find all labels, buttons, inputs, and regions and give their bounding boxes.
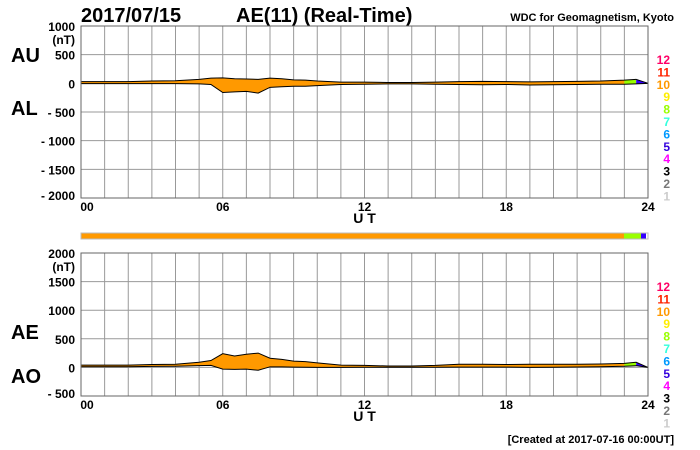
station-count-11: 11 [657,65,670,79]
y-tick-label: 1000 [48,304,75,318]
x-tick-label: 12 [358,398,372,412]
station-count-6: 6 [663,354,670,368]
series-line-au [81,77,649,84]
bar-segment-8 [624,233,641,239]
x-tick-label: 06 [216,398,230,412]
station-count-12: 12 [657,280,671,294]
station-count-10: 10 [657,78,671,92]
station-count-bar [80,232,649,240]
chart-title: AE(11) (Real-Time) [236,5,412,27]
source-label: WDC for Geomagnetism, Kyoto [510,12,674,24]
x-tick-label: 12 [358,200,372,214]
bar-segment-10 [81,233,624,239]
y-tick-label: 500 [55,333,75,347]
station-count-7: 7 [663,115,670,129]
plot-frame [80,252,649,397]
unit-label: (nT) [52,33,75,47]
station-count-7: 7 [663,342,670,356]
station-count-5: 5 [663,140,670,154]
ae-ao-plot: 2000 1500 1000 500 0 - 500 (nT) 00 06 12 18 24 U T AE… [11,247,655,424]
station-count-12: 12 [657,53,671,67]
date-title: 2017/07/15 [81,5,181,27]
y-tick-label: - 500 [48,387,76,401]
station-count-8: 8 [663,330,670,344]
y-tick-label: - 2000 [41,189,75,203]
series-line-ae [81,352,649,368]
station-count-2: 2 [663,177,670,191]
x-tick-label: 24 [641,200,655,214]
x-tick-label: 24 [641,398,655,412]
x-tick-label: 00 [80,398,94,412]
x-tick-label: 06 [216,200,230,214]
station-count-1: 1 [663,416,670,430]
y-tick-label: 0 [68,77,75,91]
y-tick-label: 2000 [48,247,75,261]
y-tick-label: - 500 [48,106,76,120]
station-count-3: 3 [663,392,670,406]
created-label: [Created at 2017-07-16 00:00UT] [508,434,675,446]
y-tick-label: 1000 [48,20,75,34]
bar-segment-5 [641,233,646,239]
station-count-9: 9 [663,317,670,331]
bar-frame [80,232,649,240]
series-label-al: AL [11,98,38,120]
series-label-au: AU [11,45,40,67]
station-count-2: 2 [663,404,670,418]
station-count-11: 11 [657,292,670,306]
x-tick-label: 18 [500,200,514,214]
x-tick-label: 18 [500,398,514,412]
y-tick-label: 1500 [48,276,75,290]
series-line-ao [81,364,649,371]
series-label-ao: AO [11,366,41,388]
y-tick-label: 0 [68,361,75,375]
plot-frame [80,25,649,199]
y-tick-label: - 1500 [41,163,75,177]
station-count-4: 4 [663,379,670,393]
station-count-9: 9 [663,90,670,104]
unit-label: (nT) [52,260,75,274]
station-count-5: 5 [663,367,670,381]
station-count-10: 10 [657,305,671,319]
station-count-6: 6 [663,127,670,141]
series-line-al [81,82,649,94]
y-tick-label: 500 [55,49,75,63]
x-axis-label: U T [353,210,376,226]
x-axis-label: U T [353,408,376,424]
station-count-4: 4 [663,152,670,166]
series-label-ae: AE [11,322,39,344]
au-al-plot: 1000 500 0 - 500 - 1000 - 1500 - 2000 (nT) 00 06 1… [11,20,655,226]
station-count-8: 8 [663,103,670,117]
x-tick-label: 00 [80,200,94,214]
area-fill-late [624,79,637,85]
area-fill [81,77,625,94]
station-count-1: 1 [663,189,670,203]
y-tick-label: - 1000 [41,135,75,149]
station-count-3: 3 [663,165,670,179]
